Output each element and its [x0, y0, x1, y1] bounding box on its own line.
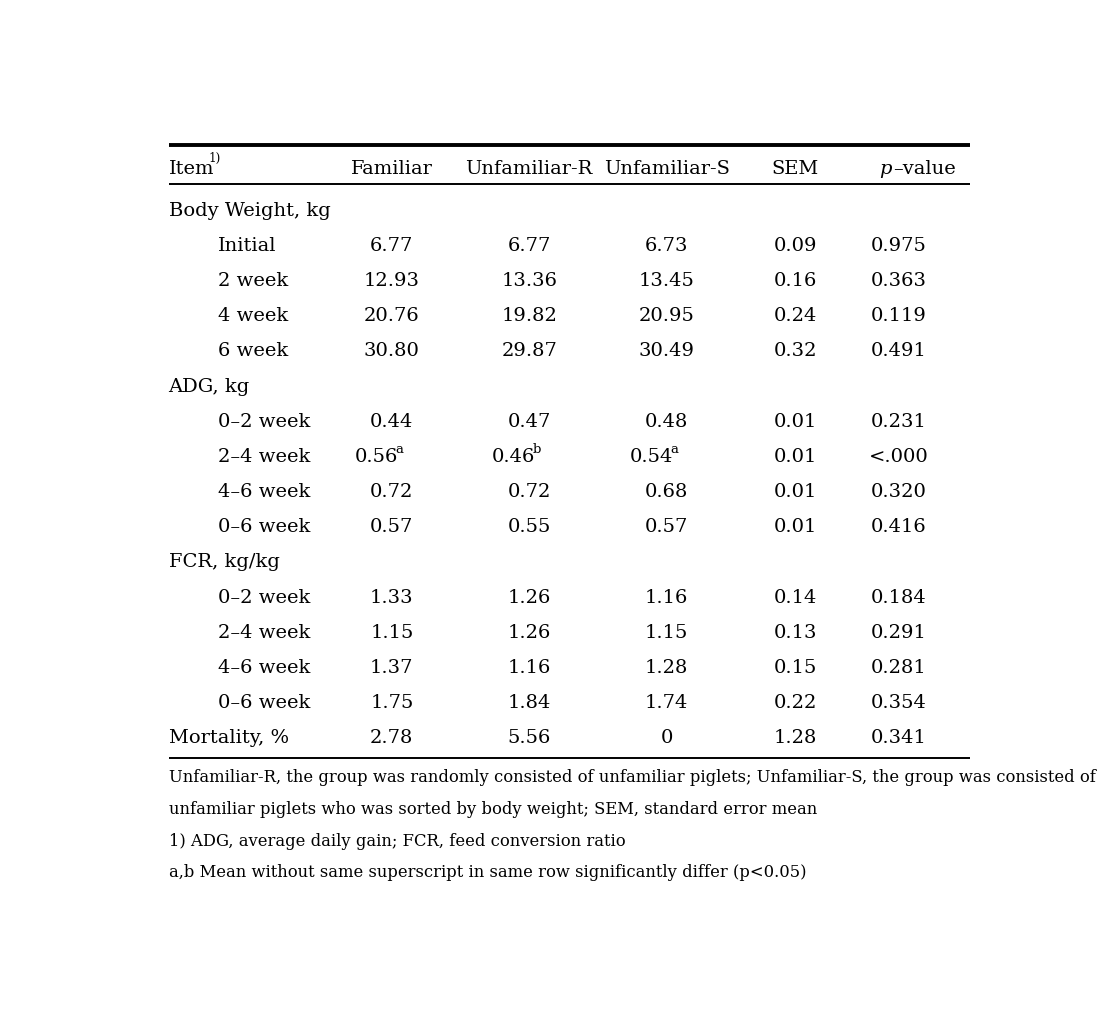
Text: 1.28: 1.28 [773, 729, 817, 748]
Text: 6.77: 6.77 [370, 237, 413, 255]
Text: 19.82: 19.82 [501, 307, 557, 326]
Text: 0.184: 0.184 [871, 589, 926, 606]
Text: 1.84: 1.84 [507, 694, 551, 712]
Text: 0–6 week: 0–6 week [218, 518, 310, 537]
Text: 0.16: 0.16 [773, 272, 817, 290]
Text: <.000: <.000 [869, 447, 929, 466]
Text: 0.72: 0.72 [507, 483, 551, 501]
Text: 0.320: 0.320 [871, 483, 926, 501]
Text: 1): 1) [209, 152, 222, 165]
Text: 0.119: 0.119 [871, 307, 926, 326]
Text: 0.975: 0.975 [871, 237, 926, 255]
Text: 5.56: 5.56 [507, 729, 551, 748]
Text: 1.75: 1.75 [370, 694, 413, 712]
Text: 0.363: 0.363 [871, 272, 926, 290]
Text: 1.16: 1.16 [507, 658, 551, 677]
Text: 13.45: 13.45 [638, 272, 695, 290]
Text: 0.68: 0.68 [645, 483, 688, 501]
Text: 0.291: 0.291 [871, 624, 926, 642]
Text: 0.13: 0.13 [773, 624, 818, 642]
Text: 0.15: 0.15 [773, 658, 817, 677]
Text: 6.73: 6.73 [645, 237, 688, 255]
Text: a: a [396, 442, 403, 456]
Text: 2.78: 2.78 [370, 729, 413, 748]
Text: 0.09: 0.09 [773, 237, 818, 255]
Text: 13.36: 13.36 [501, 272, 557, 290]
Text: 2–4 week: 2–4 week [218, 447, 310, 466]
Text: 0–2 week: 0–2 week [218, 589, 310, 606]
Text: 0: 0 [660, 729, 673, 748]
Text: Mortality, %: Mortality, % [168, 729, 289, 748]
Text: 0.32: 0.32 [773, 342, 818, 360]
Text: ADG, kg: ADG, kg [168, 378, 249, 395]
Text: 0.491: 0.491 [871, 342, 926, 360]
Text: 2 week: 2 week [218, 272, 288, 290]
Text: SEM: SEM [772, 160, 819, 177]
Text: Initial: Initial [218, 237, 277, 255]
Text: 0–6 week: 0–6 week [218, 694, 310, 712]
Text: Item: Item [168, 160, 214, 177]
Text: Unfamiliar-R, the group was randomly consisted of unfamiliar piglets; Unfamiliar: Unfamiliar-R, the group was randomly con… [168, 769, 1096, 786]
Text: 0.01: 0.01 [773, 413, 817, 431]
Text: b: b [533, 442, 541, 456]
Text: 0.47: 0.47 [507, 413, 551, 431]
Text: 0.54: 0.54 [629, 447, 673, 466]
Text: 0.57: 0.57 [645, 518, 688, 537]
Text: 4–6 week: 4–6 week [218, 658, 310, 677]
Text: 0.01: 0.01 [773, 447, 817, 466]
Text: 1.33: 1.33 [370, 589, 413, 606]
Text: a,b Mean without same superscript in same row significantly differ (p<0.05): a,b Mean without same superscript in sam… [168, 864, 806, 881]
Text: 1.28: 1.28 [645, 658, 688, 677]
Text: 0.57: 0.57 [370, 518, 413, 537]
Text: 0.354: 0.354 [871, 694, 926, 712]
Text: 1) ADG, average daily gain; FCR, feed conversion ratio: 1) ADG, average daily gain; FCR, feed co… [168, 833, 625, 850]
Text: 0.48: 0.48 [645, 413, 688, 431]
Text: 0.01: 0.01 [773, 483, 817, 501]
Text: 0.44: 0.44 [370, 413, 413, 431]
Text: 6.77: 6.77 [507, 237, 551, 255]
Text: 4 week: 4 week [218, 307, 288, 326]
Text: 30.80: 30.80 [363, 342, 420, 360]
Text: 0.46: 0.46 [492, 447, 535, 466]
Text: Familiar: Familiar [351, 160, 433, 177]
Text: 1.15: 1.15 [370, 624, 413, 642]
Text: 2–4 week: 2–4 week [218, 624, 310, 642]
Text: p: p [879, 160, 892, 177]
Text: 0.01: 0.01 [773, 518, 817, 537]
Text: 0.72: 0.72 [370, 483, 413, 501]
Text: 0.56: 0.56 [355, 447, 398, 466]
Text: 1.16: 1.16 [645, 589, 688, 606]
Text: FCR, kg/kg: FCR, kg/kg [168, 553, 279, 571]
Text: 0.22: 0.22 [773, 694, 817, 712]
Text: 20.76: 20.76 [363, 307, 420, 326]
Text: 1.15: 1.15 [645, 624, 688, 642]
Text: 1.37: 1.37 [370, 658, 413, 677]
Text: a: a [670, 442, 678, 456]
Text: 30.49: 30.49 [638, 342, 695, 360]
Text: 0.341: 0.341 [871, 729, 926, 748]
Text: 0.281: 0.281 [871, 658, 926, 677]
Text: 0–2 week: 0–2 week [218, 413, 310, 431]
Text: 29.87: 29.87 [501, 342, 557, 360]
Text: 1.26: 1.26 [507, 624, 551, 642]
Text: 0.14: 0.14 [773, 589, 817, 606]
Text: –value: –value [893, 160, 956, 177]
Text: Unfamiliar-S: Unfamiliar-S [604, 160, 729, 177]
Text: unfamiliar piglets who was sorted by body weight; SEM, standard error mean: unfamiliar piglets who was sorted by bod… [168, 801, 817, 818]
Text: 0.231: 0.231 [871, 413, 926, 431]
Text: 6 week: 6 week [218, 342, 288, 360]
Text: 4–6 week: 4–6 week [218, 483, 310, 501]
Text: 0.55: 0.55 [507, 518, 551, 537]
Text: 0.416: 0.416 [871, 518, 926, 537]
Text: 12.93: 12.93 [363, 272, 420, 290]
Text: 0.24: 0.24 [773, 307, 817, 326]
Text: 1.26: 1.26 [507, 589, 551, 606]
Text: Body Weight, kg: Body Weight, kg [168, 202, 330, 220]
Text: 1.74: 1.74 [645, 694, 688, 712]
Text: Unfamiliar-R: Unfamiliar-R [465, 160, 593, 177]
Text: 20.95: 20.95 [638, 307, 695, 326]
